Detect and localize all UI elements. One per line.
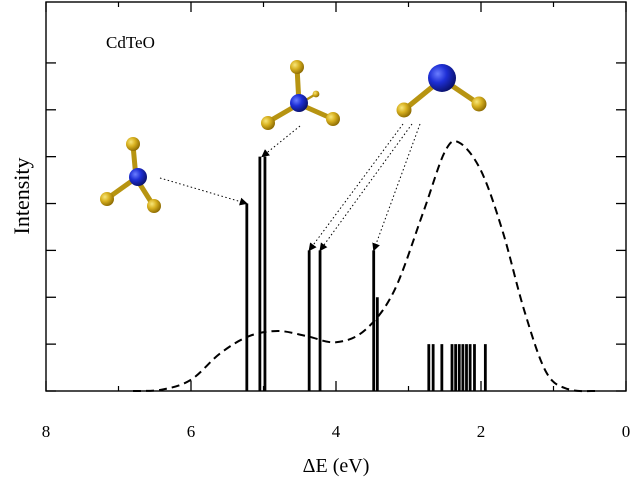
x-tick-label: 6 — [187, 422, 196, 441]
x-axis-label: ΔE (eV) — [303, 455, 370, 477]
molecule-left-icon — [100, 137, 161, 213]
y-axis-label: Intensity — [9, 158, 34, 235]
ticks-layer: 8 6 4 2 0 — [42, 2, 631, 441]
molecule-right-icon — [396, 64, 487, 118]
curve-layer — [132, 140, 598, 393]
x-tick-label: 8 — [42, 422, 51, 441]
dashed-envelope-line — [132, 140, 598, 393]
x-tick-label: 4 — [332, 422, 341, 441]
arrows-layer — [159, 123, 421, 252]
annotation-arrow — [159, 177, 248, 206]
chart-annotation-label: CdTeO — [106, 33, 155, 52]
sticks-layer — [245, 156, 487, 391]
x-tick-label: 2 — [477, 422, 486, 441]
plot-frame — [45, 1, 627, 392]
annotation-arrow — [261, 125, 301, 158]
annotation-arrow — [308, 123, 404, 252]
annotation-arrow — [372, 123, 421, 252]
x-tick-label: 0 — [622, 422, 631, 441]
molecule-top-left-icon — [261, 60, 340, 130]
annotation-arrow — [319, 123, 413, 252]
